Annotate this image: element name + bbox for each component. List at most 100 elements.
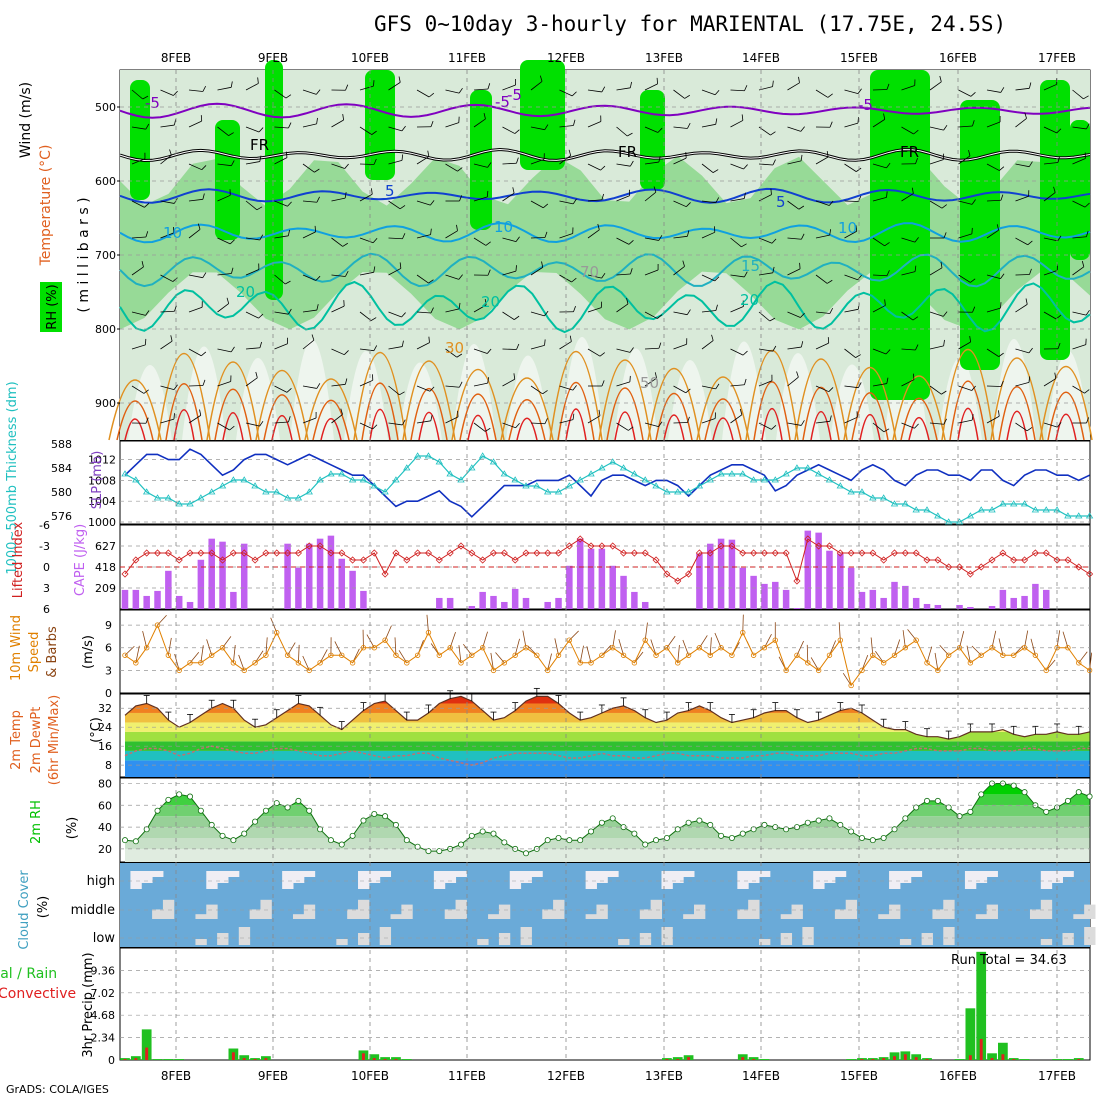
li-marker	[652, 556, 660, 564]
wind-barb	[682, 639, 689, 656]
wind-barb-feather	[971, 199, 976, 205]
wind-barb	[1043, 126, 1057, 134]
wind-barb-feather	[1057, 342, 1061, 349]
wind-barb	[730, 120, 744, 128]
wind-barb	[701, 231, 715, 239]
li-marker	[760, 549, 769, 557]
wind-barb	[131, 158, 146, 165]
wind-barb-feather	[458, 274, 463, 280]
wind-barb-feather	[427, 150, 430, 157]
wind-barb	[559, 385, 574, 391]
thickness-marker	[283, 494, 292, 501]
wind-speed-marker	[284, 652, 291, 658]
li-marker	[175, 556, 183, 564]
contour-30	[1047, 391, 1085, 441]
cape-tick: 627	[95, 540, 116, 553]
li-tick: 6	[43, 603, 50, 616]
precip-total-bar	[672, 1057, 683, 1060]
wind-barb	[160, 310, 175, 313]
wind-barb-feather	[940, 261, 943, 268]
wind-barb	[530, 81, 543, 91]
wind-barb-feather	[342, 114, 345, 121]
cloud-middle-cell	[596, 904, 608, 919]
wind-barb-feather	[430, 414, 433, 421]
wind-barb	[1015, 304, 1028, 313]
wind-barb-feather	[173, 413, 175, 420]
rh-marker	[457, 841, 464, 848]
precip-conv-bar	[372, 1058, 376, 1060]
wind-barb	[815, 385, 829, 393]
cape-bar	[707, 543, 714, 609]
wind-barb	[416, 311, 431, 314]
thickness-marker	[912, 506, 920, 513]
wind-barb-feather	[1053, 186, 1056, 193]
wind-barb	[359, 271, 374, 276]
wind-barb	[473, 237, 487, 246]
rh-saturated-column	[215, 120, 240, 240]
wind-barb-feather	[172, 277, 178, 282]
temperature-panel: 32 24 16 8	[98, 687, 1090, 777]
wind-barb	[901, 126, 914, 135]
contour-label: FR	[900, 143, 919, 161]
wind-barb	[416, 385, 431, 392]
wind-barb-feather	[968, 150, 971, 157]
wind-barb-feather	[429, 386, 435, 392]
cape-bar	[717, 538, 725, 609]
thickness-marker	[890, 500, 899, 507]
rh-marker	[728, 835, 735, 842]
rh-marker	[913, 804, 920, 811]
wind-barb-feather	[371, 130, 377, 135]
wind-barb	[701, 163, 714, 173]
wind-barb-feather	[316, 196, 320, 203]
wind-barb-feather	[145, 417, 149, 424]
precip-conv-bar	[968, 1055, 972, 1060]
wind-barb-feather	[572, 413, 575, 420]
rh-saturated-column	[870, 70, 930, 400]
wind-barb	[644, 237, 659, 241]
li-marker	[457, 542, 465, 550]
wind-barb-feather	[316, 383, 321, 389]
wind-barb-feather	[770, 131, 776, 136]
wind-barb	[986, 348, 999, 357]
contour-35	[418, 411, 440, 441]
wind-barb	[1043, 311, 1057, 320]
thickness-marker	[739, 470, 747, 477]
cloud-high-cell	[141, 871, 153, 883]
cloud-low-cell	[802, 927, 814, 945]
cape-bar	[154, 590, 161, 609]
cape-bar	[988, 605, 996, 609]
thickness-marker	[869, 494, 877, 501]
wind-barb-feather	[373, 158, 377, 165]
wind-barb	[1015, 163, 1030, 168]
wind-speed-marker	[1000, 652, 1006, 658]
li-marker	[132, 556, 140, 564]
cloud-high-cell	[444, 871, 457, 883]
rh-marker	[317, 826, 324, 833]
thickness-marker	[619, 464, 628, 471]
wind-barb-feather	[401, 125, 406, 132]
cape-bar	[143, 595, 150, 609]
wind-barb	[787, 82, 800, 91]
li-marker	[554, 549, 563, 557]
contour-35	[467, 414, 489, 441]
wind-barb-feather	[684, 94, 690, 99]
li-marker	[999, 549, 1007, 557]
wind-barb-feather	[657, 314, 663, 319]
wind-barb	[445, 163, 458, 172]
cape-bar	[609, 565, 616, 609]
wind-barb-feather	[287, 308, 292, 315]
wind-barb-feather	[742, 350, 748, 356]
wind-barb	[245, 126, 260, 133]
li-marker	[945, 563, 953, 571]
pressure-axis-label: ( m i l l i b a r s )	[76, 197, 92, 312]
wind-barb-feather	[857, 117, 859, 124]
temp-color-band	[125, 760, 1090, 777]
wind-barb	[245, 83, 259, 91]
wind-barb	[701, 123, 716, 128]
wind-barb-feather	[1057, 156, 1060, 163]
rh-color-band	[125, 783, 1090, 795]
cloud-panel: high middle low	[71, 863, 1096, 947]
temperature-axis-label: Temperature (°C)	[38, 145, 54, 267]
pressure-tick: 900	[95, 397, 116, 410]
cloud-high-cell	[737, 871, 749, 889]
